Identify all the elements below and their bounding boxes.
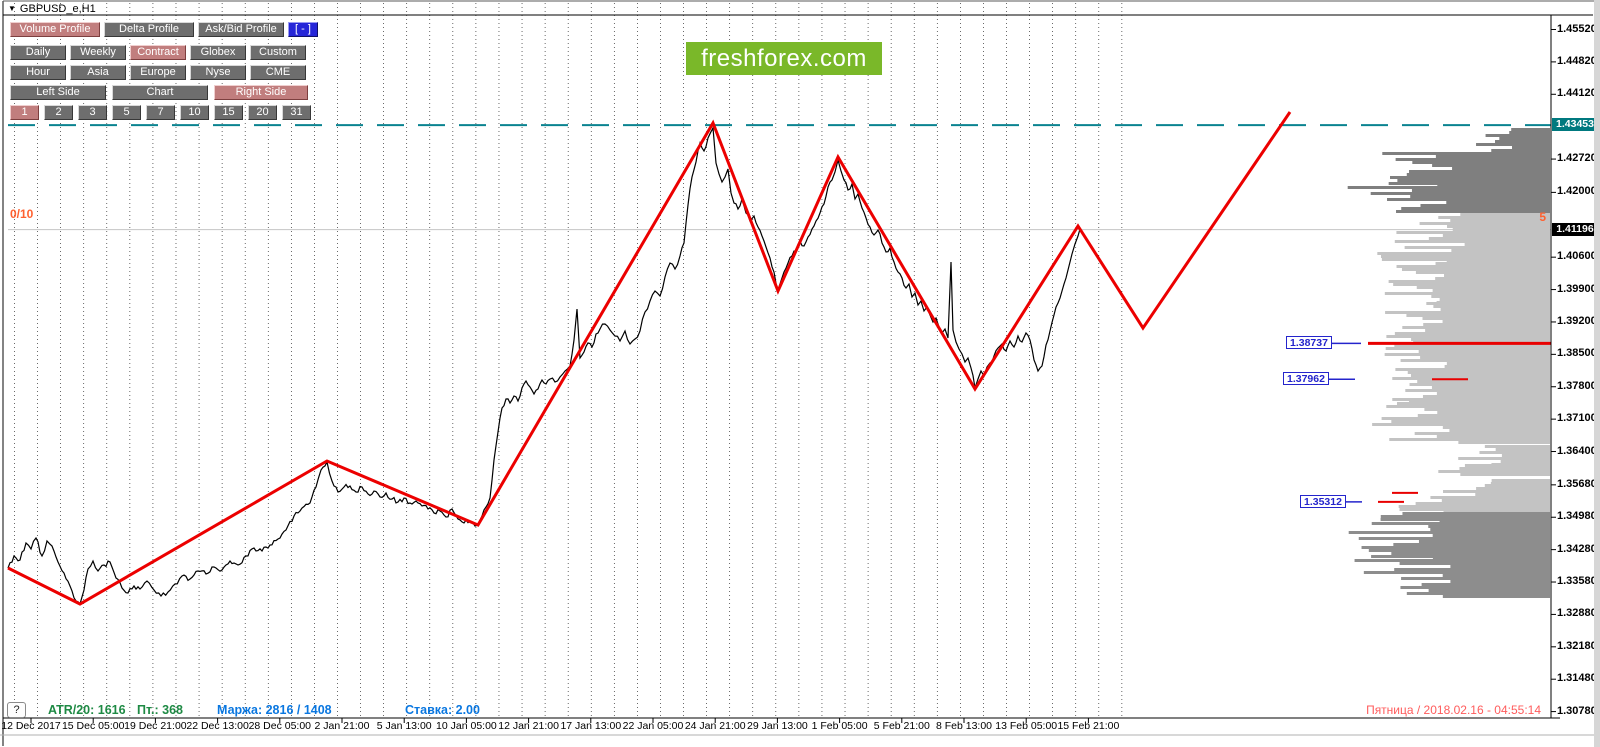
points-value-label: Пт.: 368: [137, 703, 183, 717]
toolbar-button-globex[interactable]: Globex: [190, 45, 246, 60]
chart-title: ▼ GBPUSD_e,H1: [8, 3, 96, 15]
price-axis-label: 1.45520: [1557, 22, 1597, 35]
resistance-price-badge: 1.43453: [1552, 118, 1598, 132]
time-axis-label: 12 Dec 2017: [1, 720, 61, 732]
toolbar-button-cme[interactable]: CME: [250, 65, 306, 80]
price-axis-label: 1.42720: [1557, 152, 1597, 165]
toolbar-button-ask-bid-profile[interactable]: Ask/Bid Profile: [198, 22, 284, 37]
current-price-badge: 1.41196: [1552, 222, 1598, 236]
price-axis-label: 1.33580: [1557, 575, 1597, 588]
datetime-label: Пятница / 2018.02.16 - 04:55:14: [1366, 703, 1541, 717]
profile-level-label: 1.37962: [1283, 372, 1329, 386]
price-axis-label: 1.32880: [1557, 607, 1597, 620]
price-axis-label: 1.39900: [1557, 282, 1597, 295]
atr-value-label: ATR/20: 1616: [48, 703, 126, 717]
time-axis-label: 12 Jan 21:00: [498, 720, 559, 732]
price-axis-label: 1.37100: [1557, 412, 1597, 425]
time-axis-label: 5 Feb 21:00: [873, 720, 930, 732]
symbol-title-label: GBPUSD_e,H1: [19, 3, 96, 15]
toolbar-row: 1 2 3 5 7 10 15 20 31: [10, 105, 311, 120]
toolbar-row: Volume Profile Delta Profile Ask/Bid Profi…: [10, 22, 318, 37]
toolbar-button-5[interactable]: 5: [112, 105, 141, 120]
price-axis-label: 1.44120: [1557, 87, 1597, 100]
price-axis-label: 1.38500: [1557, 347, 1597, 360]
toolbar-button-left-side[interactable]: Left Side: [10, 85, 106, 100]
toolbar-button-hour[interactable]: Hour: [10, 65, 66, 80]
price-axis-label: 1.32180: [1557, 639, 1597, 652]
toolbar-row: Left Side Chart Right Side: [10, 85, 308, 100]
help-button[interactable]: ?: [7, 702, 26, 718]
toolbar-button-3[interactable]: 3: [78, 105, 107, 120]
bars-counter-label: 5: [1539, 210, 1546, 224]
toolbar-row: Hour Asia Europe Nyse CME: [10, 65, 306, 80]
time-axis-label: 5 Jan 13:00: [376, 720, 432, 732]
time-axis-label: 15 Feb 21:00: [1057, 720, 1120, 732]
broker-watermark: freshforex.com: [686, 42, 882, 75]
zigzag-counter-label: 0/10: [10, 207, 34, 221]
toolbar-row: Daily Weekly Contract Globex Custom: [10, 45, 306, 60]
toolbar-button-31[interactable]: 31: [282, 105, 311, 120]
price-axis-label: 1.31480: [1557, 672, 1597, 685]
toolbar-button-15[interactable]: 15: [214, 105, 243, 120]
price-axis-label: 1.34280: [1557, 542, 1597, 555]
toolbar-button-2[interactable]: 2: [44, 105, 73, 120]
price-axis-label: 1.42000: [1557, 185, 1597, 198]
toolbar-button-7[interactable]: 7: [146, 105, 175, 120]
time-axis-label: 17 Jan 13:00: [560, 720, 622, 732]
time-axis-label: 8 Feb 13:00: [935, 720, 993, 732]
toolbar-button-nyse[interactable]: Nyse: [190, 65, 246, 80]
toolbar-button-chart[interactable]: Chart: [112, 85, 208, 100]
time-axis-label: 29 Jan 13:00: [747, 720, 808, 732]
price-axis-label: 1.36400: [1557, 444, 1597, 457]
toolbar-button-volume-profile[interactable]: Volume Profile: [10, 22, 100, 37]
time-axis-label: 22 Dec 13:00: [186, 720, 249, 732]
right-edge-strip: [1594, 0, 1600, 747]
toolbar-button-daily[interactable]: Daily: [10, 45, 66, 60]
toolbar-button-contract[interactable]: Contract: [130, 45, 186, 60]
price-axis-label: 1.40600: [1557, 250, 1597, 263]
toolbar-button-10[interactable]: 10: [180, 105, 209, 120]
time-axis-label: 28 Dec 05:00: [248, 720, 312, 732]
toolbar-button-custom[interactable]: Custom: [250, 45, 306, 60]
price-axis-label: 1.39200: [1557, 314, 1597, 327]
time-axis-label: 10 Jan 05:00: [436, 720, 497, 732]
time-axis-label: 13 Feb 05:00: [995, 720, 1058, 732]
toolbar-button-collapse[interactable]: [ - ]: [288, 22, 318, 37]
price-axis-label: 1.44820: [1557, 54, 1597, 67]
time-axis-label: 24 Jan 21:00: [684, 720, 746, 732]
time-axis-label: 2 Jan 21:00: [314, 720, 370, 732]
time-axis-label: 22 Jan 05:00: [622, 720, 684, 732]
profile-level-label: 1.35312: [1300, 494, 1346, 508]
price-axis-label: 1.37800: [1557, 379, 1597, 392]
toolbar-button-1[interactable]: 1: [10, 105, 39, 120]
price-axis-label: 1.30780: [1557, 704, 1597, 717]
time-axis-label: 1 Feb 05:00: [811, 720, 868, 732]
toolbar-button-weekly[interactable]: Weekly: [70, 45, 126, 60]
toolbar-button-asia[interactable]: Asia: [70, 65, 126, 80]
profile-level-label: 1.38737: [1286, 336, 1332, 350]
margin-value-label: Маржа: 2816 / 1408: [217, 703, 332, 717]
price-axis-label: 1.34980: [1557, 510, 1597, 523]
rate-value-label: Ставка: 2.00: [405, 703, 480, 717]
toolbar-button-20[interactable]: 20: [248, 105, 277, 120]
time-axis-label: 15 Dec 05:00: [61, 720, 125, 732]
symbol-dropdown-icon[interactable]: ▼: [8, 4, 16, 13]
price-axis-label: 1.35680: [1557, 477, 1597, 490]
time-axis-label: 19 Dec 21:00: [124, 720, 187, 732]
toolbar-button-right-side[interactable]: Right Side: [214, 85, 308, 100]
toolbar-button-delta-profile[interactable]: Delta Profile: [104, 22, 194, 37]
toolbar-button-europe[interactable]: Europe: [130, 65, 186, 80]
